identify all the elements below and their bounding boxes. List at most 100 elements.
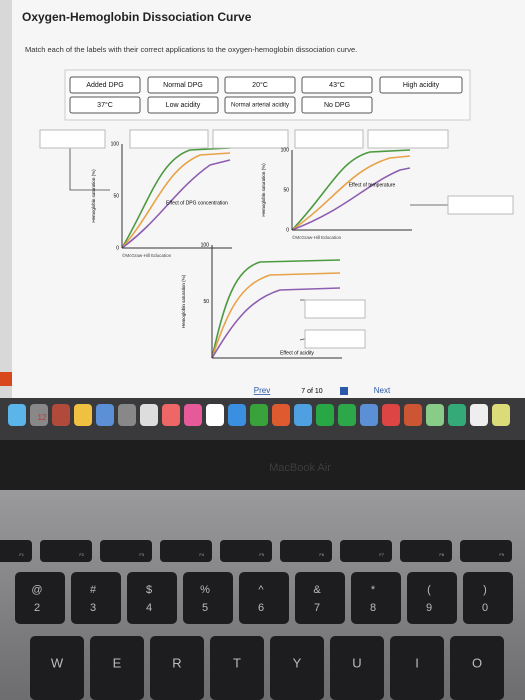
key[interactable]: [0, 540, 32, 562]
axis-label: Hemoglobin saturation (%): [181, 274, 186, 328]
drop-target[interactable]: [212, 129, 289, 149]
key-label: U: [352, 655, 361, 670]
dock-icon[interactable]: [228, 404, 246, 426]
key-label: @: [31, 584, 42, 596]
screen: [0, 0, 525, 398]
label-chip[interactable]: [224, 76, 296, 94]
dock-icon[interactable]: [294, 404, 312, 426]
next-button[interactable]: Next: [374, 386, 391, 395]
drop-target[interactable]: [447, 195, 514, 215]
key[interactable]: [280, 540, 332, 562]
tick-label: 50: [113, 193, 119, 199]
key[interactable]: [210, 636, 264, 700]
dock-icon[interactable]: [162, 404, 180, 426]
key-label: 2: [34, 602, 40, 614]
key[interactable]: [183, 572, 233, 624]
key-label: O: [472, 655, 482, 670]
key[interactable]: [239, 572, 289, 624]
key[interactable]: [40, 540, 92, 562]
key[interactable]: [150, 636, 204, 700]
key[interactable]: [351, 572, 401, 624]
key[interactable]: [460, 540, 512, 562]
dock-icon[interactable]: [492, 404, 510, 426]
key[interactable]: [463, 572, 513, 624]
label-chip[interactable]: [301, 76, 373, 94]
drop-target[interactable]: [129, 129, 209, 149]
key[interactable]: [127, 572, 177, 624]
dock-icon[interactable]: [338, 404, 356, 426]
drop-target[interactable]: [39, 129, 106, 149]
key[interactable]: [407, 572, 457, 624]
dock-icon[interactable]: [206, 404, 224, 426]
label-chip[interactable]: [147, 76, 219, 94]
dock-icon[interactable]: [8, 404, 26, 426]
key-label: *: [371, 584, 376, 596]
dock-icon[interactable]: [316, 404, 334, 426]
credit: ©McGraw-Hill Education: [292, 234, 342, 240]
label-chip[interactable]: [379, 76, 463, 94]
dock-icon[interactable]: [184, 404, 202, 426]
key[interactable]: [220, 540, 272, 562]
key[interactable]: [71, 572, 121, 624]
dock-icon[interactable]: [250, 404, 268, 426]
dock-icon[interactable]: [30, 404, 48, 426]
key[interactable]: [400, 540, 452, 562]
tick-label: 50: [203, 299, 209, 305]
bezel: [0, 440, 525, 490]
label-chip[interactable]: [301, 96, 373, 114]
page-indicator: 7 of 10: [301, 388, 323, 395]
drop-target[interactable]: [367, 129, 449, 149]
label-chip[interactable]: [147, 96, 219, 114]
key-label: ): [483, 584, 487, 596]
key[interactable]: [15, 572, 65, 624]
dock-icon[interactable]: [448, 404, 466, 426]
key[interactable]: [100, 540, 152, 562]
dock-icon[interactable]: [74, 404, 92, 426]
key-label: F7: [379, 552, 384, 557]
dock-icon[interactable]: [360, 404, 378, 426]
title: Oxygen-Hemoglobin Dissociation Curve: [22, 10, 252, 24]
dock-icon[interactable]: [382, 404, 400, 426]
key[interactable]: [295, 572, 345, 624]
drop-target[interactable]: [304, 299, 366, 319]
key-label: F2: [79, 552, 84, 557]
label-text: 43°C: [329, 81, 345, 89]
key[interactable]: [340, 540, 392, 562]
label-text: Added DPG: [86, 82, 123, 89]
grid-icon[interactable]: [340, 387, 348, 395]
label-chip[interactable]: [69, 76, 141, 94]
key-label: 7: [314, 602, 320, 614]
sidebar: [0, 0, 12, 398]
key[interactable]: [160, 540, 212, 562]
key[interactable]: [330, 636, 384, 700]
label-chip[interactable]: [224, 96, 296, 114]
key[interactable]: [90, 636, 144, 700]
key-label: 5: [202, 602, 208, 614]
dock-icon[interactable]: [426, 404, 444, 426]
dock-icon[interactable]: [272, 404, 290, 426]
dock-icon[interactable]: [404, 404, 422, 426]
key-label: F4: [199, 552, 204, 557]
tick-label: 100: [201, 242, 210, 248]
axis-label: Hemoglobin saturation (%): [261, 163, 266, 217]
dock-icon[interactable]: [96, 404, 114, 426]
key[interactable]: [270, 636, 324, 700]
dock-icon[interactable]: [118, 404, 136, 426]
label-chip[interactable]: [69, 96, 141, 114]
label-text: Normal arterial acidity: [231, 103, 289, 109]
key-label: ^: [258, 584, 264, 596]
key[interactable]: [450, 636, 504, 700]
key-label: F3: [139, 552, 144, 557]
brand: MacBook Air: [269, 462, 331, 474]
key-label: 4: [146, 602, 152, 614]
key-label: %: [200, 584, 210, 596]
dock-icon[interactable]: [52, 404, 70, 426]
drop-target[interactable]: [304, 329, 366, 349]
key-label: F5: [259, 552, 264, 557]
dock-icon[interactable]: [140, 404, 158, 426]
dock-icon[interactable]: [470, 404, 488, 426]
key[interactable]: [390, 636, 444, 700]
drop-target[interactable]: [294, 129, 364, 149]
prev-button[interactable]: Prev: [254, 386, 270, 395]
key[interactable]: [30, 636, 84, 700]
